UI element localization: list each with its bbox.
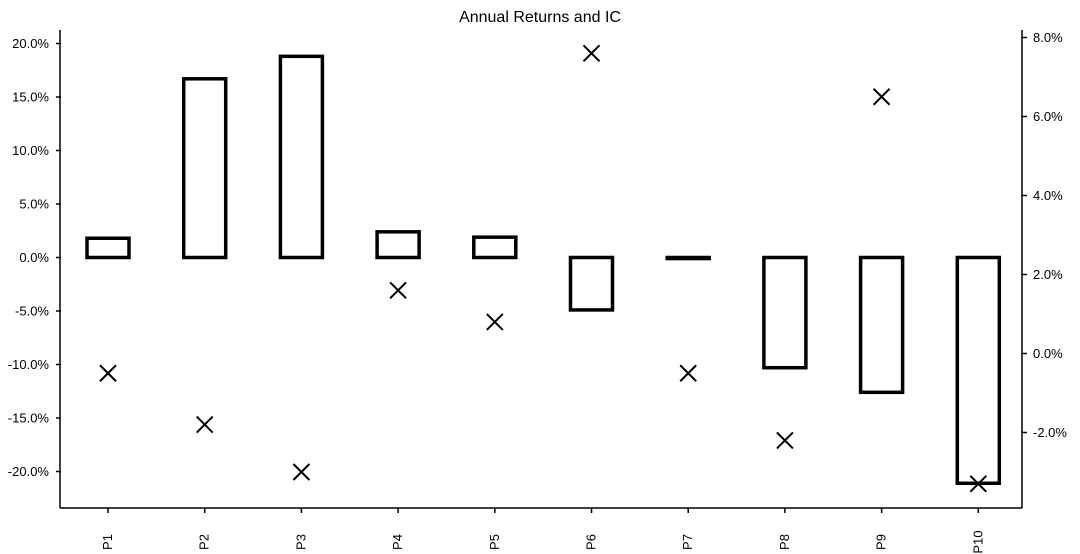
ic-marker-stroke xyxy=(486,313,504,331)
bar-p3 xyxy=(278,54,325,260)
ic-marker-stroke xyxy=(99,364,117,382)
x-tick-label: P2 xyxy=(197,534,212,550)
ic-marker-stroke xyxy=(776,431,794,450)
ic-marker-stroke xyxy=(679,364,697,382)
y-left-tick-label: 0.0% xyxy=(19,250,49,265)
x-tick-label: P4 xyxy=(390,534,405,550)
y-right-tick-label: 6.0% xyxy=(1033,109,1063,124)
x-tick-label: P8 xyxy=(777,534,792,550)
labels-group: 20.0% 15.0% 10.0% 5.0% 0.0% -5.0% -10.0% -15.0%… xyxy=(8,30,1068,554)
bar-p9 xyxy=(858,255,905,395)
bar-p6 xyxy=(568,255,615,312)
y-left-tick-label: -5.0% xyxy=(15,304,49,319)
chart-title: Annual Returns and IC xyxy=(459,9,621,26)
y-left-tick-label: 5.0% xyxy=(19,197,49,212)
ic-marker-p6 xyxy=(582,44,601,63)
y-right-tick-label: 0.0% xyxy=(1033,346,1063,361)
ic-marker-p2 xyxy=(195,415,214,434)
y-left-tick-label: -15.0% xyxy=(8,411,50,426)
ic-marker-p4 xyxy=(389,281,407,300)
bar-p8 xyxy=(762,255,808,370)
x-tick-label: P6 xyxy=(584,534,599,550)
x-tick-label: P7 xyxy=(680,534,695,550)
y-left-tick-label: 15.0% xyxy=(12,90,49,105)
axes-group xyxy=(56,30,1027,513)
ic-marker-p7 xyxy=(679,364,697,382)
x-tick-label: P1 xyxy=(100,534,115,550)
y-right-tick-label: 4.0% xyxy=(1033,188,1063,203)
ic-marker-p5 xyxy=(486,313,504,331)
ic-marker-p9 xyxy=(872,88,891,106)
bar-p2 xyxy=(181,77,228,260)
y-left-tick-label: -20.0% xyxy=(8,464,50,479)
ic-marker-p8 xyxy=(776,431,794,450)
ic-marker-stroke xyxy=(969,475,988,493)
y-left-tick-label: -10.0% xyxy=(8,357,50,372)
ic-marker-p3 xyxy=(292,463,311,481)
bar-p5 xyxy=(472,235,518,260)
ic-marker-stroke xyxy=(292,463,311,481)
ic-marker-stroke xyxy=(389,281,407,300)
x-tick-label: P5 xyxy=(487,534,502,550)
x-tick-label: P10 xyxy=(970,530,985,553)
bar-p1 xyxy=(85,236,131,260)
ic-marker-stroke xyxy=(582,44,601,63)
y-right-tick-label: 8.0% xyxy=(1033,30,1063,45)
ic-marker-stroke xyxy=(195,415,214,434)
x-tick-label: P9 xyxy=(874,534,889,550)
y-right-tick-label: -2.0% xyxy=(1033,425,1067,440)
ic-marker-stroke xyxy=(872,88,891,106)
y-left-tick-label: 20.0% xyxy=(12,36,49,51)
y-right-tick-label: 2.0% xyxy=(1033,267,1063,282)
y-left-tick-label: 10.0% xyxy=(12,143,49,158)
bar-p10 xyxy=(955,255,1002,486)
ic-markers-group xyxy=(99,44,988,493)
ic-marker-p1 xyxy=(99,364,117,382)
bar-p4 xyxy=(375,230,421,260)
x-tick-label: P3 xyxy=(293,534,308,550)
bar-p7 xyxy=(665,255,711,261)
bars-group xyxy=(85,54,1002,486)
ic-marker-p10 xyxy=(969,475,988,493)
